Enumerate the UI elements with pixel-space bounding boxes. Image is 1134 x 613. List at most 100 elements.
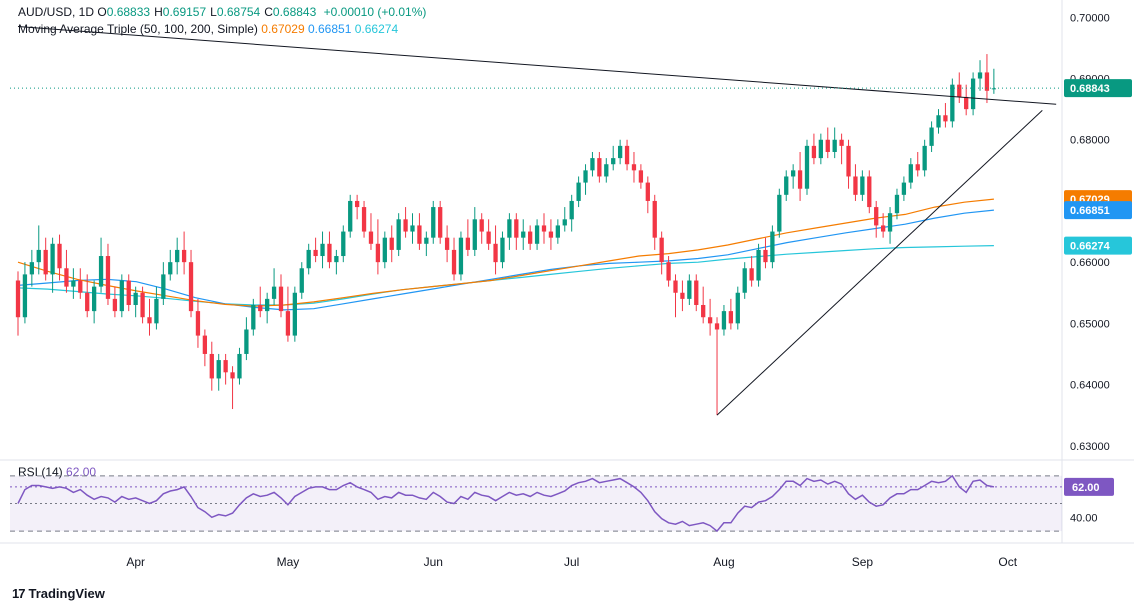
candle-body [791, 170, 796, 177]
candle-body [50, 243, 55, 275]
candle-body [119, 280, 124, 312]
candle-body [202, 335, 208, 354]
candle-body [417, 225, 422, 244]
candle-body [908, 164, 913, 183]
candle-body [874, 207, 879, 226]
candle-body [617, 145, 623, 159]
candle-body [209, 353, 214, 379]
candle-body [403, 219, 408, 232]
candle-body [984, 72, 990, 91]
candle-body [410, 225, 415, 232]
ohlc-key-l: L [210, 5, 217, 19]
candle-body [451, 249, 457, 275]
ohlc-key-c: C [264, 5, 273, 19]
candle-body [867, 176, 872, 208]
candle-body [133, 292, 138, 305]
candle-body [112, 298, 118, 312]
candle-body [15, 280, 21, 318]
candle-body [368, 231, 374, 244]
candle-body [396, 219, 401, 250]
candle-body [687, 280, 692, 299]
candle-body [493, 243, 498, 263]
ma200-line [17, 245, 994, 306]
candle-body [818, 139, 823, 159]
candle-body [534, 225, 540, 244]
candle-body [458, 237, 464, 275]
candle-body [64, 268, 69, 287]
current-price-tag [1064, 79, 1132, 98]
price-tick-label: 0.63000 [1070, 441, 1110, 453]
tradingview-logo[interactable]: 17 TradingView [12, 586, 105, 601]
candle-body [327, 243, 332, 263]
time-tick-label: May [277, 555, 300, 569]
candle-body [258, 304, 263, 312]
candle-body [590, 158, 595, 171]
candle-body [977, 72, 983, 79]
candle-body [237, 353, 242, 379]
candle-body [71, 280, 76, 287]
candle-body [707, 317, 713, 324]
candle-body [763, 249, 768, 263]
candle-body [936, 115, 941, 128]
candle-body [438, 207, 443, 238]
ohlc-key-o: O [97, 5, 107, 19]
candle-body [265, 298, 270, 312]
candle-body [611, 158, 616, 165]
candle-body [839, 139, 844, 146]
candle-body [569, 200, 574, 220]
candle-body [853, 176, 858, 195]
candle-body [91, 286, 97, 312]
candle-body [880, 225, 886, 232]
candle-body [181, 249, 187, 263]
time-tick-label: Jun [424, 555, 443, 569]
brand-label: TradingView [28, 586, 105, 601]
ma200-tag [1064, 236, 1132, 255]
candle-body [271, 286, 277, 299]
candle-body [742, 268, 747, 293]
candle-body [887, 213, 893, 232]
candle-body [507, 219, 512, 238]
change-value: +0.00010 (+0.01%) [323, 5, 427, 19]
ohlc-key-h: H [154, 5, 163, 19]
candle-body [57, 243, 62, 269]
candle-body [486, 231, 491, 244]
candle-body [735, 292, 740, 324]
candle-body [85, 292, 90, 312]
ma-legend: Moving Average Triple (50, 100, 200, Sim… [18, 22, 398, 36]
candle-body [285, 311, 291, 336]
candle-body [964, 96, 969, 110]
candle-body [929, 127, 934, 146]
candle-body [728, 311, 734, 324]
ma100-tag-label: 0.66851 [1070, 205, 1110, 217]
candle-body [659, 237, 664, 263]
time-tick-label: Aug [713, 555, 734, 569]
candle-body [43, 249, 48, 275]
ma200-tag-label: 0.66274 [1070, 241, 1111, 253]
candle-body [188, 262, 194, 312]
ma50-line [17, 198, 994, 307]
rsi-line [17, 474, 995, 533]
candle-body [334, 256, 339, 263]
candle-body [195, 311, 201, 336]
candle-body [846, 145, 851, 177]
candle-body [894, 194, 900, 214]
price-tick-label: 0.68000 [1070, 135, 1110, 147]
candle-body [29, 262, 34, 275]
candle-body [514, 219, 519, 238]
candle-body [555, 225, 560, 238]
candle-body [680, 292, 685, 299]
candle-body [168, 262, 173, 275]
candle-body [126, 280, 131, 305]
candle-body [631, 164, 637, 171]
time-tick-label: Jul [564, 555, 579, 569]
candle-body [175, 249, 180, 263]
candle-body [472, 219, 477, 250]
price-tick-label: 0.64000 [1070, 380, 1110, 392]
candle-body [98, 256, 104, 287]
candle-body [299, 268, 304, 293]
candle-body [804, 145, 810, 189]
candle-body [36, 249, 41, 263]
ma100-tag [1064, 201, 1132, 220]
candle-body [479, 219, 484, 232]
